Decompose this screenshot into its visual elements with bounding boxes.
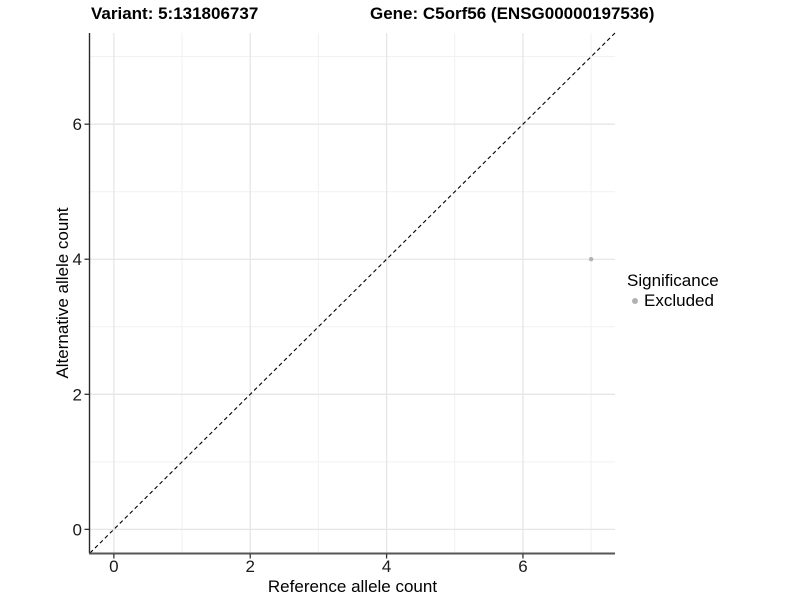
identity-line	[89, 32, 616, 554]
x-axis-label: Reference allele count	[267, 577, 438, 596]
y-axis-label: Alternative allele count	[53, 207, 72, 379]
variant-title: Variant: 5:131806737	[91, 4, 259, 23]
legend-item-excluded: Excluded	[632, 291, 719, 310]
data-point	[588, 257, 594, 262]
x-tick-label: 4	[382, 557, 391, 576]
x-tick-label: 2	[245, 557, 254, 576]
gene-title: Gene: C5orf56 (ENSG00000197536)	[370, 4, 655, 23]
y-tick-label: 2	[73, 385, 82, 404]
y-tick-label: 0	[73, 520, 82, 539]
y-tick-label: 6	[73, 115, 82, 134]
y-tick-label: 4	[73, 250, 82, 269]
x-tick-label: 6	[518, 557, 527, 576]
x-tick-label: 0	[109, 557, 118, 576]
legend: Significance Excluded	[627, 271, 719, 310]
legend-title: Significance	[627, 271, 719, 290]
legend-item-label: Excluded	[644, 291, 714, 310]
legend-point-swatch	[632, 297, 638, 304]
